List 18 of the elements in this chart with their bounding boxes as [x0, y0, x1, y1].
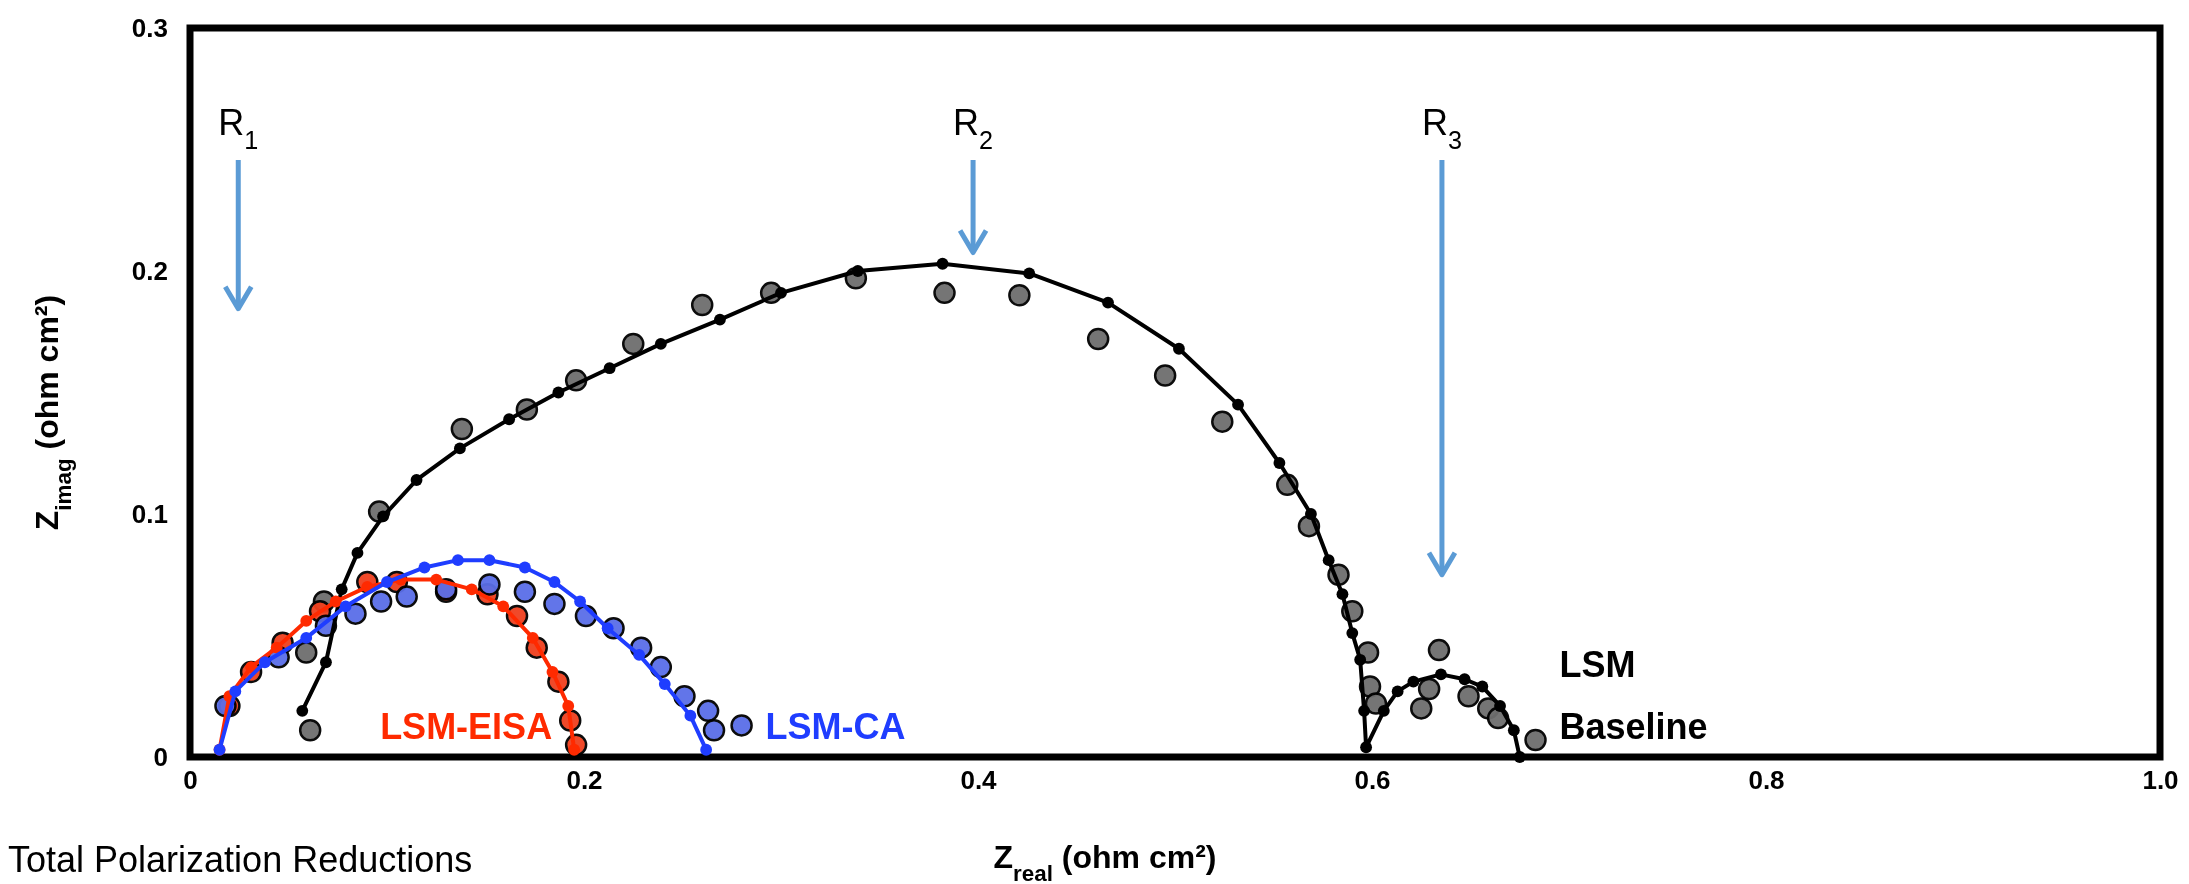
annotation: R$_{1}$ — [218, 102, 259, 154]
series-label: LSM Baseline — [1559, 644, 1708, 747]
series-label: LSM-EISA — [380, 706, 553, 747]
x-tick-label: 0.8 — [1748, 765, 1785, 796]
x-tick-label: 0.6 — [1354, 765, 1391, 796]
series-label: LSM-CA — [765, 706, 906, 747]
annotation: R$_{2}$ — [953, 102, 994, 154]
x-tick-label: 0.4 — [960, 765, 998, 796]
x-axis-title: Z$_{real}$ (ohm cm²) — [993, 839, 1217, 884]
y-tick-label: 0.3 — [131, 12, 168, 43]
annotation: R$_{3}$ — [1421, 102, 1462, 154]
y-tick-label: 0.2 — [131, 255, 168, 286]
y-tick-label: 0 — [153, 741, 168, 772]
text: Total Polarization Reductions — [8, 839, 473, 880]
x-tick-label: 0.2 — [566, 765, 603, 796]
x-tick-label: 1.0 — [2142, 765, 2179, 796]
x-tick-label: 0 — [183, 765, 198, 796]
y-tick-label: 0.1 — [131, 498, 168, 529]
